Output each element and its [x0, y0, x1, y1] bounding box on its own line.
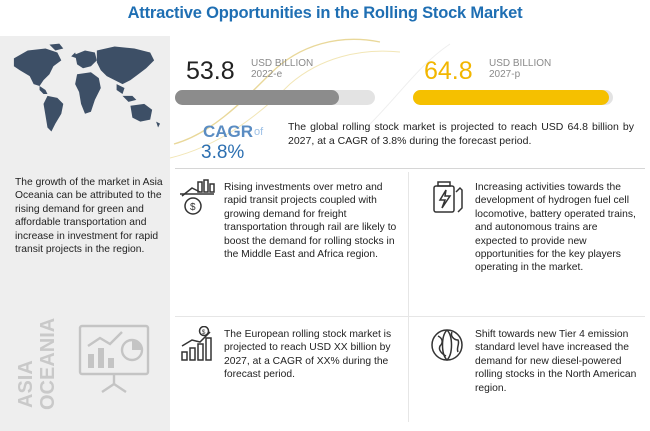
svg-text:$: $ [190, 202, 196, 213]
point-hydrogen-trains: Increasing activities towards the develo… [475, 182, 636, 274]
divider [175, 168, 645, 169]
current-bar-fill [175, 90, 339, 105]
divider [175, 316, 645, 317]
point-europe-market: The European rolling stock market is pro… [224, 329, 392, 381]
region-label-asia: ASIA [18, 360, 37, 408]
current-market-unit: USD BILLION [251, 58, 314, 69]
point-middle-east-africa: Rising investments over metro and rapid … [224, 182, 397, 261]
cagr-of: of [254, 126, 264, 138]
cagr-label: CAGR [203, 122, 254, 141]
projected-market-year: 2027-p [489, 69, 521, 80]
projected-bar-fill [413, 90, 609, 105]
current-market-value: 53.8 [186, 57, 235, 85]
region-label: ASIA OCEANIA [18, 318, 59, 410]
investment-chart-icon: $ [180, 179, 215, 215]
presentation-analytics-icon [78, 324, 150, 393]
svg-text:$: $ [202, 329, 206, 336]
point-north-america-tier4: Shift towards new Tier 4 emission standa… [475, 329, 637, 394]
page-title: Attractive Opportunities in the Rolling … [127, 4, 523, 22]
projected-market-unit: USD BILLION [489, 58, 552, 69]
region-description: The growth of the market in Asia Oceania… [15, 177, 163, 256]
region-label-oceania: OCEANIA [37, 318, 59, 410]
market-summary: The global rolling stock market is proje… [288, 121, 634, 147]
divider [408, 172, 409, 422]
globe-icon [431, 329, 463, 362]
current-market-year: 2022-e [251, 69, 283, 80]
fuel-cell-battery-icon [433, 181, 463, 213]
projected-market-value: 64.8 [424, 57, 473, 85]
growth-bars-dollar-icon: $ [181, 326, 212, 361]
world-map-icon [13, 43, 161, 132]
cagr-value: 3.8% [201, 142, 245, 163]
